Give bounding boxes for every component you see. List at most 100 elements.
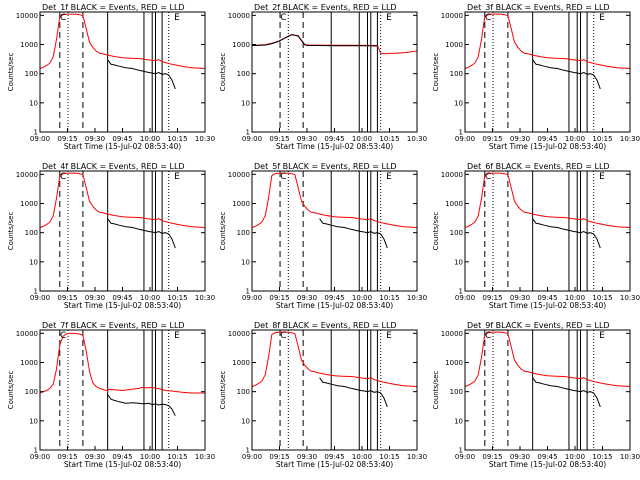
chart-title: Det_4f BLACK = Events, RED = LLD (42, 162, 185, 171)
x-tick-label: 10:15 (379, 135, 399, 143)
y-tick-label: 100 (25, 70, 38, 78)
y-tick-label: 100 (450, 388, 463, 396)
x-tick-label: 09:45 (537, 135, 557, 143)
x-tick-label: 10:30 (195, 453, 215, 461)
x-tick-label: 09:30 (510, 453, 530, 461)
y-tick-label: 1 (459, 129, 463, 137)
x-tick-label: 09:15 (57, 294, 77, 302)
y-axis-label: Counts/sec (7, 53, 15, 92)
plot-frame (39, 11, 206, 133)
series-events-line (532, 218, 601, 249)
plot-frame (464, 329, 631, 451)
chart-panel-8: Det_8f BLACK = Events, RED = LLD10000100… (219, 321, 427, 469)
x-tick-label: 10:15 (167, 294, 187, 302)
y-tick-label: 100 (450, 70, 463, 78)
y-tick-label: 1 (459, 447, 463, 455)
x-axis-label: Start Time (15-Jul-02 08:53:40) (276, 460, 393, 469)
chart-title: Det_7f BLACK = Events, RED = LLD (42, 321, 185, 330)
series-events-line (532, 59, 601, 90)
chart-panel-4: Det_4f BLACK = Events, RED = LLD10000100… (7, 162, 215, 310)
x-tick-label: 10:30 (407, 453, 427, 461)
event-marker-label: E (174, 172, 180, 182)
x-tick-label: 09:15 (269, 453, 289, 461)
event-marker-label: E (386, 331, 392, 341)
x-tick-label: 10:30 (620, 135, 640, 143)
plot-frame (39, 170, 206, 292)
y-tick-label: 1000 (232, 359, 250, 367)
x-tick-label: 09:00 (455, 453, 475, 461)
y-tick-label: 1 (34, 447, 38, 455)
x-axis-label: Start Time (15-Jul-02 08:53:40) (64, 460, 181, 469)
y-tick-label: 1000 (20, 200, 38, 208)
x-tick-label: 10:00 (140, 294, 160, 302)
y-tick-label: 100 (450, 229, 463, 237)
x-tick-label: 09:30 (510, 135, 530, 143)
event-marker-label: C (60, 172, 66, 182)
y-tick-label: 100 (237, 229, 250, 237)
event-marker-label: E (599, 331, 605, 341)
series-lld-line (39, 172, 206, 228)
y-tick-label: 1 (246, 288, 250, 296)
x-tick-label: 09:30 (297, 135, 317, 143)
x-tick-label: 09:30 (85, 294, 105, 302)
series-events-line (251, 34, 378, 47)
y-tick-label: 1 (246, 129, 250, 137)
chart-panel-9: Det_9f BLACK = Events, RED = LLD10000100… (432, 321, 640, 469)
plot-frame (251, 11, 418, 133)
y-tick-label: 10000 (228, 171, 250, 179)
y-tick-label: 1000 (20, 41, 38, 49)
series-events-line (319, 218, 388, 249)
event-marker-label: E (174, 331, 180, 341)
series-events-line (107, 218, 176, 249)
x-tick-label: 09:00 (455, 294, 475, 302)
x-tick-label: 10:15 (379, 294, 399, 302)
x-tick-label: 10:30 (407, 294, 427, 302)
x-axis-label: Start Time (15-Jul-02 08:53:40) (64, 301, 181, 310)
event-marker-label: E (599, 172, 605, 182)
y-tick-label: 1000 (445, 200, 463, 208)
event-marker-label: C (485, 331, 491, 341)
x-tick-label: 10:15 (592, 294, 612, 302)
y-tick-label: 10000 (228, 12, 250, 20)
chart-panel-7: Det_7f BLACK = Events, RED = LLD10000100… (7, 321, 215, 469)
x-tick-label: 10:30 (620, 294, 640, 302)
x-axis-label: Start Time (15-Jul-02 08:53:40) (276, 301, 393, 310)
y-tick-label: 1 (34, 129, 38, 137)
y-axis-label: Counts/sec (219, 53, 227, 92)
y-axis-label: Counts/sec (432, 371, 440, 410)
chart-title: Det_6f BLACK = Events, RED = LLD (467, 162, 610, 171)
y-tick-label: 10 (241, 417, 250, 425)
x-tick-label: 10:00 (140, 453, 160, 461)
chart-title: Det_2f BLACK = Events, RED = LLD (254, 3, 397, 12)
x-tick-label: 10:15 (379, 453, 399, 461)
x-tick-label: 10:00 (565, 453, 585, 461)
event-marker-label: E (386, 13, 392, 23)
x-tick-label: 09:15 (482, 294, 502, 302)
y-tick-label: 10000 (441, 171, 463, 179)
series-lld-line (251, 33, 418, 55)
series-lld-line (464, 172, 631, 228)
series-lld-line (251, 172, 418, 228)
plot-frame (464, 170, 631, 292)
x-tick-label: 10:30 (195, 294, 215, 302)
event-marker-label: C (485, 172, 491, 182)
x-tick-label: 09:00 (242, 294, 262, 302)
chart-panel-6: Det_6f BLACK = Events, RED = LLD 10000 100… (432, 162, 640, 310)
y-tick-label: 10000 (16, 330, 38, 338)
y-axis-label: Counts/sec (7, 212, 15, 251)
series-lld-line (464, 13, 631, 69)
y-tick-label: 10 (29, 258, 38, 266)
chart-panel-3: Det_3f BLACK = Events, RED = LLD10000100… (432, 3, 640, 151)
x-tick-label: 10:00 (352, 453, 372, 461)
series-lld-line (39, 332, 205, 394)
x-tick-label: 09:15 (482, 135, 502, 143)
series-lld-line (39, 13, 206, 69)
y-tick-label: 1 (459, 288, 463, 296)
x-tick-label: 09:00 (30, 294, 50, 302)
x-tick-label: 09:45 (324, 294, 344, 302)
x-tick-label: 09:45 (537, 294, 557, 302)
y-tick-label: 10000 (441, 12, 463, 20)
x-tick-label: 10:00 (352, 135, 372, 143)
y-tick-label: 10000 (228, 330, 250, 338)
y-tick-label: 1000 (232, 200, 250, 208)
